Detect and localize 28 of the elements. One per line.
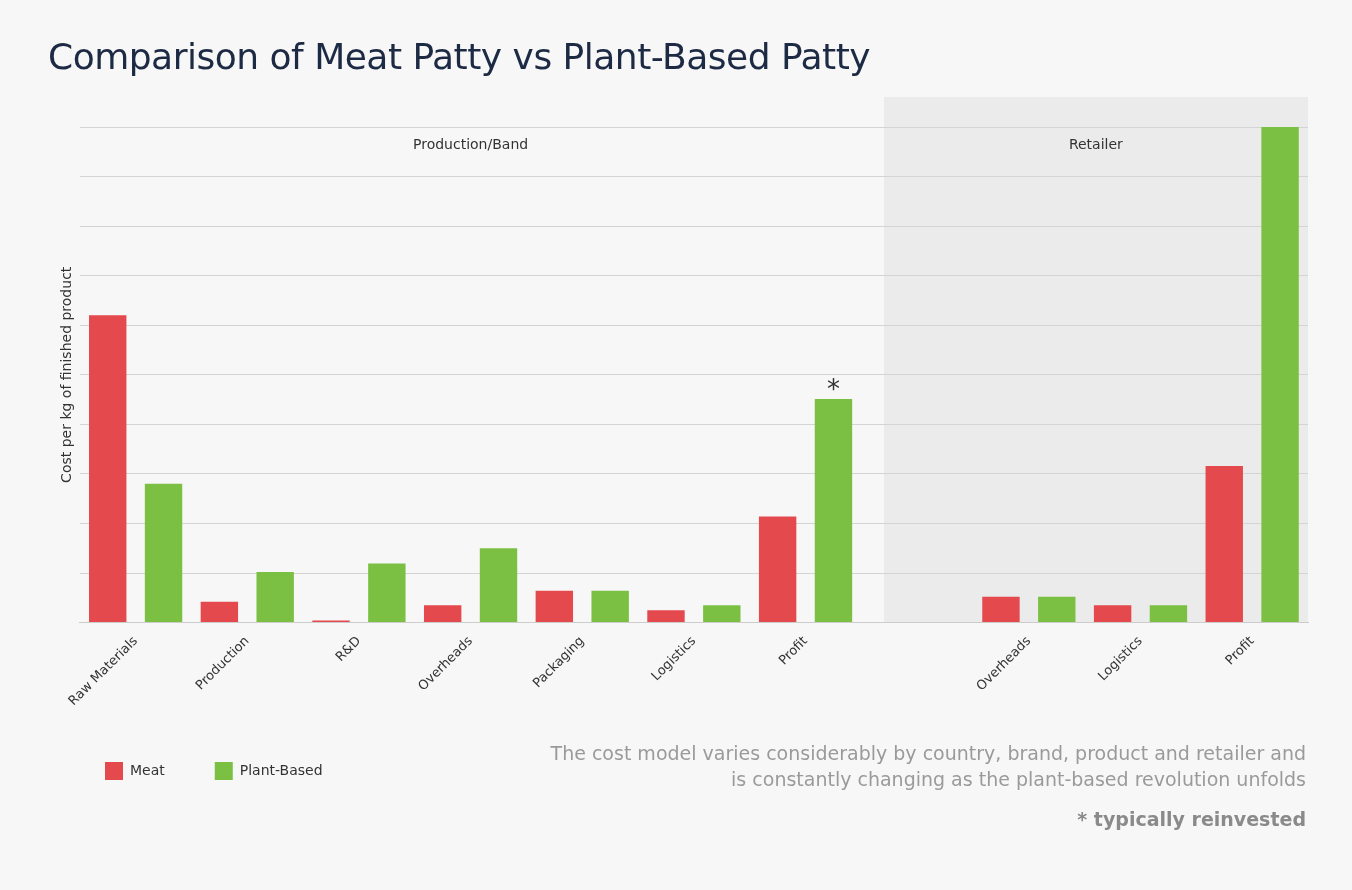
bar bbox=[758, 516, 797, 623]
annotation: * bbox=[826, 373, 840, 404]
annotation: Production/Band bbox=[413, 135, 529, 152]
bar bbox=[368, 563, 406, 623]
bar bbox=[479, 548, 518, 623]
bar bbox=[1149, 605, 1188, 623]
bar bbox=[1261, 127, 1299, 623]
bar bbox=[256, 572, 294, 623]
legend-label: Meat bbox=[130, 761, 166, 778]
legend-label: Plant-Based bbox=[239, 761, 323, 778]
bar bbox=[1038, 596, 1076, 623]
bar bbox=[144, 483, 183, 623]
bar bbox=[814, 399, 853, 623]
bar bbox=[89, 315, 127, 623]
bar bbox=[703, 605, 741, 623]
bar bbox=[647, 610, 685, 623]
bar bbox=[200, 601, 239, 623]
text: * typically reinvested bbox=[1076, 807, 1306, 832]
bar bbox=[1205, 465, 1243, 623]
bar bbox=[982, 596, 1020, 623]
chart-title: Comparison of Meat Patty vs Plant-Based Patty bbox=[48, 36, 871, 77]
bar bbox=[1093, 605, 1132, 623]
bar bbox=[535, 590, 574, 623]
y-axis-title: Cost per kg of finished product bbox=[58, 266, 75, 483]
bar bbox=[423, 605, 462, 623]
text: The cost model varies considerably by country, brand, product and retailer and is constantly changing as the plant-based revolution unfolds bbox=[549, 741, 1306, 792]
annotation: Retailer bbox=[1068, 135, 1124, 152]
bar bbox=[591, 590, 629, 623]
